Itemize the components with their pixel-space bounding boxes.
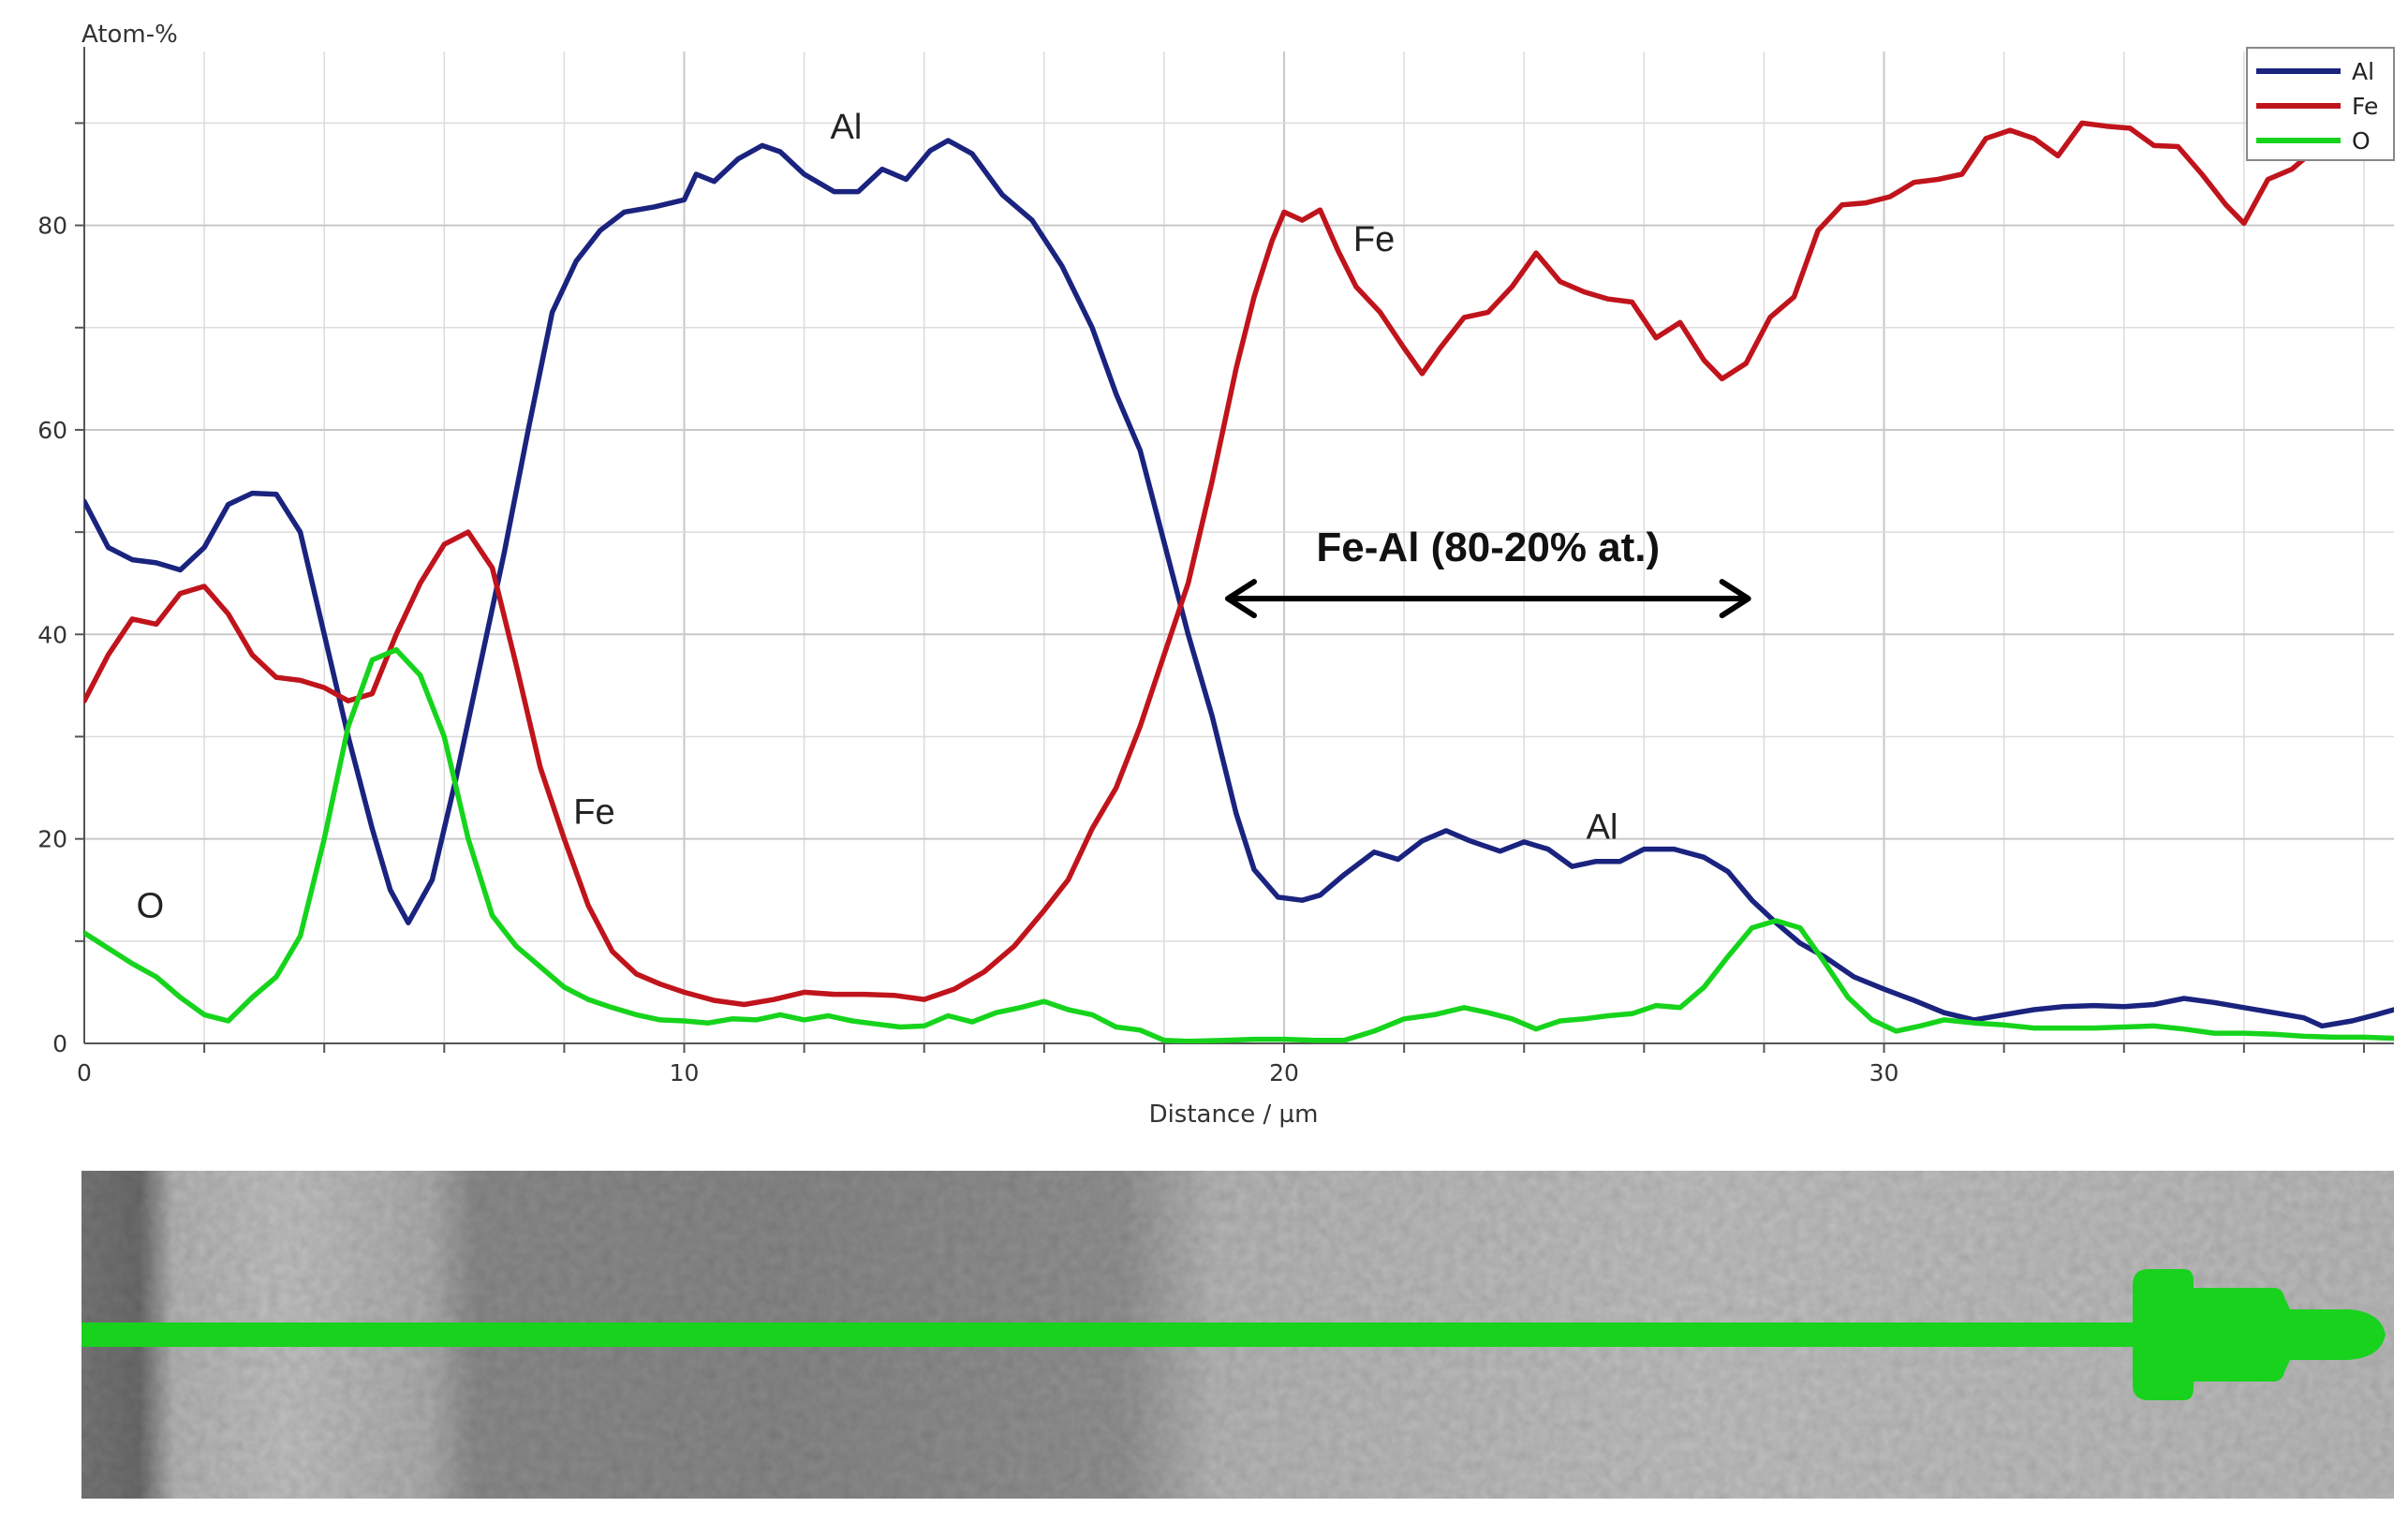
annotations: Al Fe Fe Al O <box>137 108 1751 926</box>
x-axis-title: Distance / µm <box>1149 1101 1319 1129</box>
legend-label-fe: Fe <box>2352 93 2378 120</box>
x-tick-label: 10 <box>670 1059 700 1086</box>
series-line-al <box>84 138 2394 1029</box>
y-tick-label: 20 <box>37 826 67 853</box>
axes: 0 10 20 30 0 20 40 60 80 <box>37 47 2394 1086</box>
series-line-fe <box>84 120 2337 1008</box>
y-tick-label: 60 <box>37 417 67 444</box>
x-tick-label: 20 <box>1269 1059 1299 1086</box>
range-annotation-label: Fe-Al (80-20% at.) <box>1316 525 1660 570</box>
linescan-path <box>81 1323 2142 1347</box>
y-tick-label: 40 <box>37 621 67 648</box>
annotation-al: Al <box>831 108 863 147</box>
legend-label-al: Al <box>2352 58 2374 85</box>
range-arrow-head-left <box>1224 579 1257 619</box>
annotation-fe: Fe <box>573 792 614 832</box>
y-tick-label: 0 <box>52 1030 67 1057</box>
sem-micrograph <box>81 1171 2394 1499</box>
range-arrow-head-right <box>1719 579 1751 619</box>
annotation-o: O <box>137 887 165 926</box>
x-tick-label: 30 <box>1869 1059 1899 1086</box>
series-line-o <box>84 646 2394 1043</box>
plot-area <box>84 52 2394 1043</box>
annotation-fe: Fe <box>1353 220 1395 259</box>
legend: Al Fe O <box>2246 47 2395 161</box>
legend-label-o: O <box>2352 127 2371 155</box>
annotation-al: Al <box>1587 808 1618 848</box>
data-series <box>84 120 2394 1043</box>
y-tick-label: 80 <box>37 213 67 240</box>
linescan-end-marker <box>2133 1269 2386 1400</box>
grid <box>84 52 2394 1043</box>
y-axis-title: Atom-% <box>81 21 178 49</box>
x-tick-label: 0 <box>77 1059 92 1086</box>
